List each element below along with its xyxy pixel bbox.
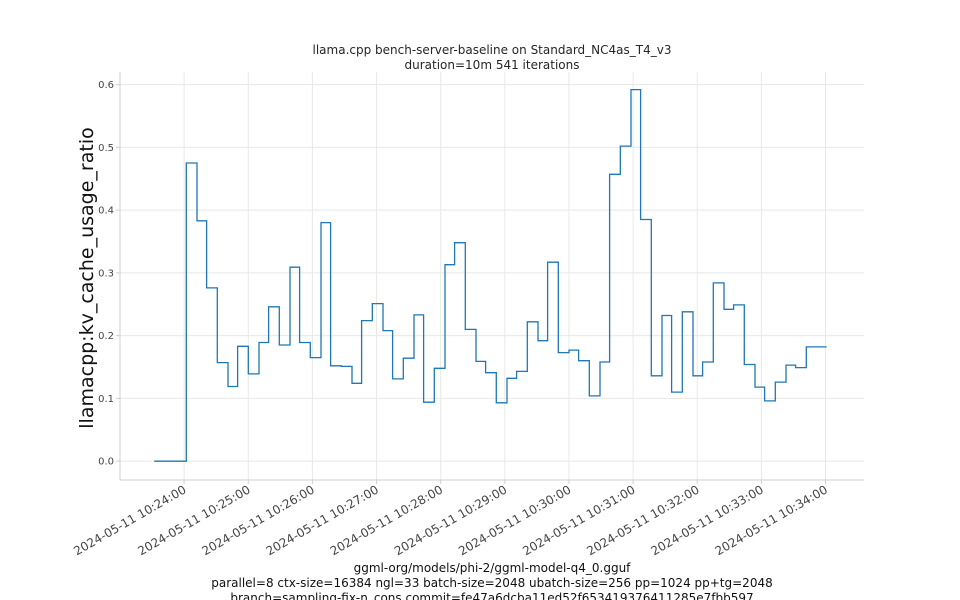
footer-model-path: ggml-org/models/phi-2/ggml-model-q4_0.gg… xyxy=(354,561,632,575)
footer-run-params: parallel=8 ctx-size=16384 ngl=33 batch-s… xyxy=(211,576,772,590)
y-tick-label: 0.2 xyxy=(98,331,114,342)
x-tick-label: 2024-05-11 10:33:00 xyxy=(649,482,766,558)
x-tick-label: 2024-05-11 10:31:00 xyxy=(520,482,637,558)
y-tick-label: 0.0 xyxy=(98,457,114,468)
chart-subtitle: duration=10m 541 iterations xyxy=(405,58,580,72)
grid-lines xyxy=(120,72,864,480)
x-tick-label: 2024-05-11 10:24:00 xyxy=(71,482,188,558)
x-tick-label: 2024-05-11 10:34:00 xyxy=(713,482,830,558)
y-tick-label: 0.5 xyxy=(98,143,114,154)
y-tick-label: 0.6 xyxy=(98,80,114,91)
y-tick-labels: 0.0 0.1 0.2 0.3 0.4 0.5 0.6 xyxy=(98,80,120,468)
series-line-kv-cache-usage xyxy=(154,88,827,462)
x-tick-label: 2024-05-11 10:28:00 xyxy=(328,482,445,558)
x-tick-label: 2024-05-11 10:29:00 xyxy=(392,482,509,558)
x-tick-label: 2024-05-11 10:25:00 xyxy=(135,482,252,558)
x-tick-label: 2024-05-11 10:26:00 xyxy=(200,482,317,558)
x-tick-label: 2024-05-11 10:32:00 xyxy=(584,482,701,558)
y-tick-label: 0.4 xyxy=(98,206,114,217)
chart-title: llama.cpp bench-server-baseline on Stand… xyxy=(313,43,672,57)
footer-branch-commit: branch=sampling-fix-n_cons commit=fe47a6… xyxy=(230,591,753,600)
y-tick-label: 0.3 xyxy=(98,268,114,279)
x-tick-label: 2024-05-11 10:30:00 xyxy=(456,482,573,558)
y-tick-label: 0.1 xyxy=(98,394,114,405)
y-axis-label: llamacpp:kv_cache_usage_ratio xyxy=(76,127,98,428)
x-tick-label: 2024-05-11 10:27:00 xyxy=(264,482,381,558)
